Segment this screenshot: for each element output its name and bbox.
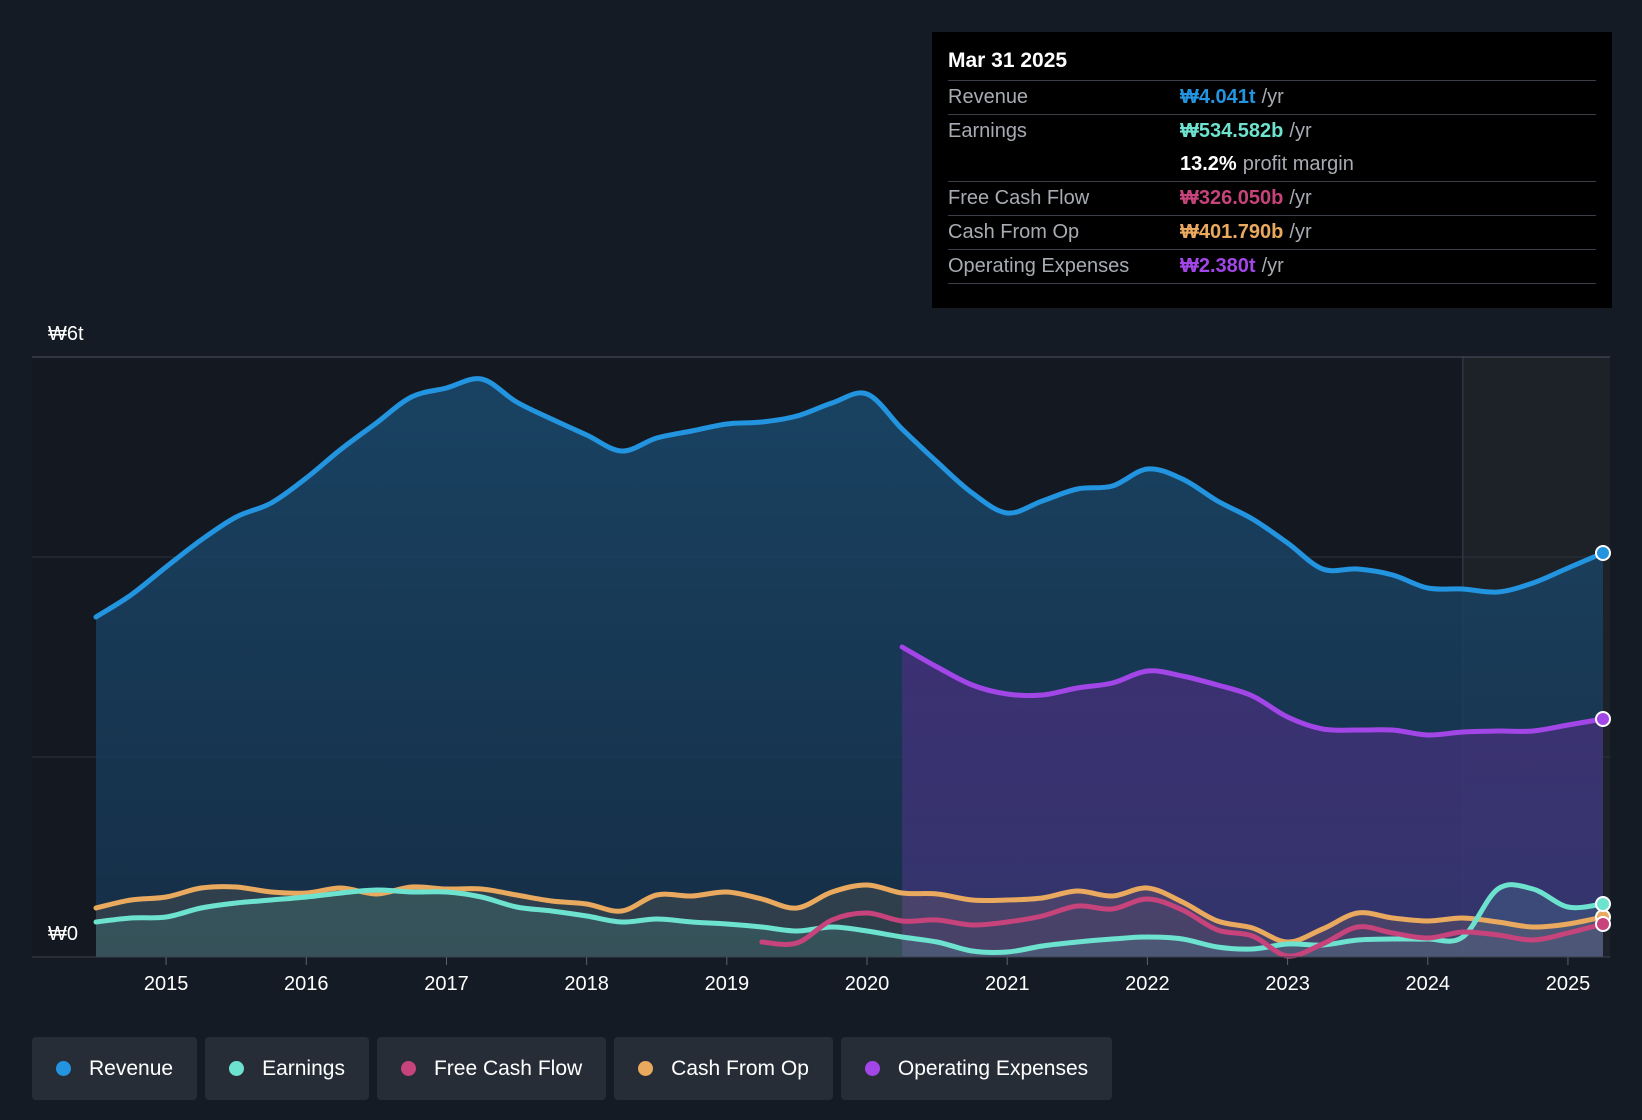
legend-item-operating-expenses[interactable]: Operating Expenses [840,1037,1113,1100]
x-tick-label: 2020 [845,973,890,995]
tooltip-date: Mar 31 2025 [948,46,1596,81]
legend-item-revenue[interactable]: Revenue [32,1037,198,1100]
tooltip-label: Free Cash Flow [948,187,1090,209]
tooltip-value: ₩2.380t [1180,255,1256,277]
revenue-line [93,376,1606,620]
tooltip-row-operating-expenses: Operating Expenses ₩2.380t /yr [948,250,1596,284]
tooltip-label [948,148,1180,181]
legend-dot-icon [864,1061,880,1076]
tooltip-label: Cash From Op [948,221,1080,243]
cash-from-op-line [93,882,1606,945]
y-axis-top-label: ₩6t [48,323,84,345]
tooltip-label: Operating Expenses [948,255,1130,277]
x-tick-label: 2025 [1546,973,1591,995]
x-tick-label: 2015 [144,973,189,995]
free-cash-flow-end-point [1595,916,1611,932]
y-axis-bottom-label: ₩0 [48,923,78,945]
tooltip-row-profit-margin: 13.2% profit margin [948,148,1596,182]
x-tick-label: 2024 [1406,973,1451,995]
tooltip-unit: /yr [1289,120,1312,142]
x-tick-label: 2018 [564,973,609,995]
tooltip-panel: Mar 31 2025 Revenue ₩4.041t /yr Earnings… [932,32,1612,308]
tooltip-unit: /yr [1261,255,1284,277]
x-tick-label: 2022 [1125,973,1170,995]
tooltip-value: ₩4.041t [1180,86,1256,108]
legend-dot-icon [400,1061,416,1076]
legend-label: Cash From Op [671,1056,809,1080]
tooltip-unit: /yr [1289,221,1312,243]
legend-dot-icon [638,1061,654,1076]
tooltip-row-cash-from-op: Cash From Op ₩401.790b /yr [948,216,1596,250]
cash-from-op-area [96,884,1603,957]
legend-item-cash-from-op[interactable]: Cash From Op [614,1037,833,1100]
revenue-end-point [1595,545,1611,561]
free-cash-flow-line [759,896,1606,959]
tooltip-unit: profit margin [1242,153,1354,175]
tooltip-label: Earnings [948,120,1027,142]
x-tick-label: 2023 [1265,973,1310,995]
earnings-line [93,882,1606,955]
legend-label: Free Cash Flow [433,1056,583,1080]
legend-dot-icon [56,1061,71,1076]
tooltip-label: Revenue [948,86,1029,108]
tooltip-row-free-cash-flow: Free Cash Flow ₩326.050b /yr [948,182,1596,216]
legend-label: Operating Expenses [897,1056,1089,1080]
legend: Revenue Earnings Free Cash Flow Cash Fro… [32,1037,1113,1100]
x-tick-label: 2019 [705,973,750,995]
tooltip-row-revenue: Revenue ₩4.041t /yr [948,81,1596,115]
legend-item-free-cash-flow[interactable]: Free Cash Flow [376,1037,607,1100]
legend-item-earnings[interactable]: Earnings [205,1037,369,1100]
x-tick-label: 2016 [284,973,329,995]
legend-label: Revenue [89,1056,174,1080]
legend-dot-icon [229,1061,245,1076]
legend-label: Earnings [262,1056,345,1080]
earnings-end-point [1595,896,1611,912]
operating-expenses-end-point [1595,711,1611,727]
x-tick-label: 2021 [985,973,1030,995]
tooltip-unit: /yr [1289,187,1312,209]
earnings-area [96,884,1603,957]
operating-expenses-line [899,644,1606,738]
tooltip-value: ₩534.582b [1180,120,1284,142]
tooltip-row-earnings: Earnings ₩534.582b /yr [948,115,1596,148]
tooltip-value: ₩401.790b [1180,221,1284,243]
x-tick-label: 2017 [424,973,469,995]
operating-expenses-area [902,647,1603,957]
tooltip-unit: /yr [1261,86,1284,108]
tooltip-value: 13.2% [1180,153,1237,175]
tooltip-value: ₩326.050b [1180,187,1284,209]
